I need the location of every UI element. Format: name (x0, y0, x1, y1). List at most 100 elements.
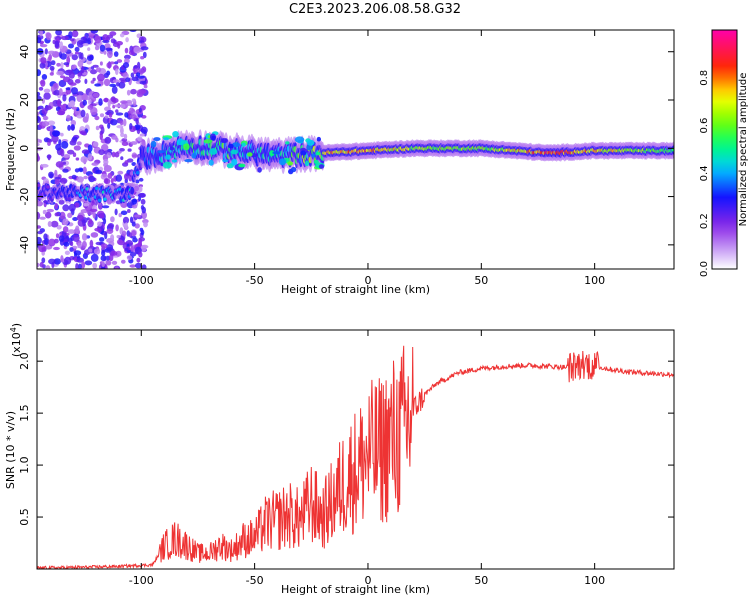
noise-blob (113, 51, 119, 57)
noise-blob (62, 226, 69, 233)
noise-blob (54, 179, 60, 185)
noise-blob (131, 204, 138, 209)
noise-blob (140, 46, 149, 51)
noise-blob (79, 126, 86, 132)
noise-blob (86, 96, 91, 101)
noise-blob (70, 124, 76, 131)
noise-blob (55, 143, 62, 151)
noise-blob (129, 114, 137, 120)
signal-blob (287, 161, 294, 166)
noise-blob (114, 266, 119, 269)
noise-blob (135, 118, 139, 125)
noise-blob (130, 141, 138, 145)
noise-blob (115, 109, 119, 113)
noise-blob (132, 237, 138, 243)
signal-blob (231, 158, 238, 166)
noise-blob (77, 263, 82, 269)
x-tick-label: -100 (129, 574, 154, 587)
signal-blob (306, 139, 315, 146)
noise-blob (71, 30, 79, 38)
noise-blob (75, 263, 79, 269)
noise-blob (37, 142, 40, 147)
y-tick-label: 2.0 (18, 352, 31, 370)
noise-blob (103, 72, 109, 78)
noise-blob (42, 115, 49, 121)
noise-blob (49, 65, 55, 71)
noise-blob (90, 80, 95, 84)
noise-blob (82, 43, 89, 47)
noise-blob (71, 106, 78, 110)
noise-blob (76, 141, 82, 146)
noise-blob (94, 35, 102, 44)
noise-blob (125, 37, 129, 43)
noise-blob (122, 72, 129, 79)
noise-blob (131, 76, 139, 82)
signal-blob (290, 166, 297, 173)
signal-blob (247, 152, 253, 157)
noise-blob (47, 221, 52, 227)
noise-blob (129, 252, 137, 257)
noise-blob (76, 214, 84, 221)
noise-blob (55, 233, 60, 239)
noise-blob (82, 166, 87, 175)
noise-blob (133, 65, 138, 69)
signal-blob (304, 160, 310, 167)
signal-blob (191, 152, 197, 159)
signal-blob (230, 149, 239, 155)
noise-blob (69, 247, 74, 252)
noise-blob (129, 264, 136, 268)
noise-blob (88, 218, 93, 225)
noise-blob (76, 94, 83, 103)
noise-blob (127, 158, 134, 163)
noise-blob (121, 141, 129, 146)
noise-blob (85, 37, 91, 42)
noise-blob (59, 41, 64, 50)
noise-blob (37, 236, 42, 244)
noise-blob (141, 211, 147, 220)
noise-blob (120, 104, 126, 109)
noise-blob (56, 110, 65, 116)
noise-blob (62, 154, 71, 158)
noise-blob (97, 221, 103, 227)
noise-blob (95, 67, 102, 73)
noise-blob (47, 139, 53, 143)
noise-blob (92, 92, 99, 98)
noise-blob (62, 204, 70, 212)
noise-blob (70, 38, 75, 42)
colorbar-tick-label: 0.6 (699, 118, 710, 134)
x-tick-label: -50 (246, 574, 264, 587)
noise-blob (131, 154, 140, 158)
spectrogram-image (37, 30, 674, 269)
noise-blob (67, 124, 71, 131)
noise-blob (129, 107, 134, 114)
noise-blob (56, 70, 64, 76)
noise-blob (103, 218, 107, 225)
noise-blob (63, 241, 70, 247)
noise-blob (56, 225, 62, 230)
noise-blob (124, 112, 129, 118)
noise-blob (65, 87, 72, 91)
noise-blob (76, 257, 84, 263)
noise-blob (87, 104, 94, 110)
noise-blob (116, 82, 120, 87)
noise-blob (88, 98, 92, 106)
noise-blob (133, 185, 140, 192)
signal-blob (153, 137, 161, 142)
signal-blob (171, 159, 178, 163)
noise-blob (71, 54, 79, 61)
noise-blob (89, 239, 94, 248)
noise-blob (47, 120, 56, 126)
noise-blob (50, 85, 55, 93)
noise-blob (104, 136, 112, 144)
noise-blob (98, 98, 103, 106)
noise-blob (39, 216, 46, 220)
noise-blob (140, 198, 146, 205)
y-multiplier-label: (x104) (9, 323, 23, 357)
signal-blob (285, 141, 290, 145)
noise-blob (40, 44, 48, 48)
spectrogram-panel: -100 -50 0 50 100 -40 -20 0 20 40 Height of straig… (4, 29, 675, 296)
noise-blob (107, 172, 113, 179)
noise-blob (94, 115, 100, 121)
x-tick-label: 100 (584, 574, 605, 587)
noise-blob (75, 109, 82, 117)
